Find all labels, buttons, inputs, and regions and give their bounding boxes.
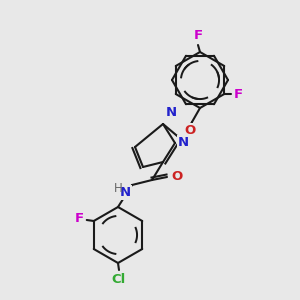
Text: F: F bbox=[194, 29, 202, 42]
Text: N: N bbox=[178, 136, 189, 149]
Text: O: O bbox=[184, 124, 196, 137]
Text: F: F bbox=[75, 212, 84, 226]
Text: N: N bbox=[120, 186, 131, 199]
Text: Cl: Cl bbox=[112, 273, 126, 286]
Text: H: H bbox=[114, 182, 123, 195]
Text: F: F bbox=[234, 88, 243, 100]
Text: O: O bbox=[171, 169, 182, 182]
Text: N: N bbox=[166, 106, 177, 119]
